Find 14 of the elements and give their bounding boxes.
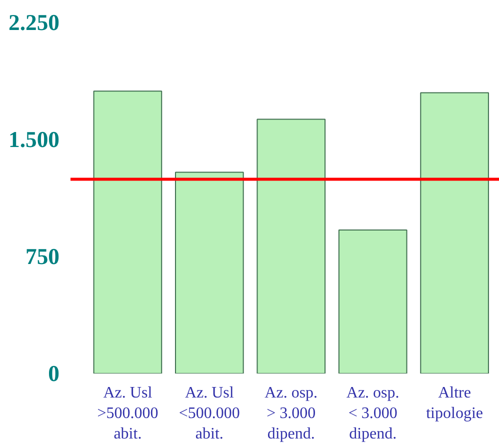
bar [256,118,326,374]
x-tick-label: Az. Usl <500.000 abit. [178,384,240,442]
y-tick-label: 0 [48,361,60,386]
x-tick-label: Az. Usl >500.000 abit. [97,384,158,442]
x-tick-label: Az. osp. > 3.000 dipend. [264,384,318,442]
x-tick-label: Altre tipologie [426,384,484,422]
y-tick-label: 2.250 [8,10,60,35]
bar [338,229,408,374]
y-tick-label: 1.500 [8,127,60,152]
bar [420,92,489,374]
y-tick-label: 750 [26,244,60,269]
bar [175,172,244,374]
bar [93,90,162,374]
x-tick-label: Az. osp. < 3.000 dipend. [346,384,400,442]
